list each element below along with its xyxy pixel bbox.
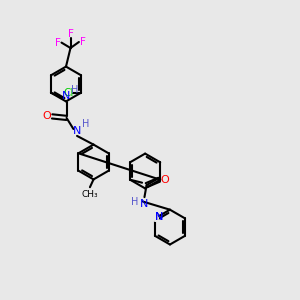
Text: F: F (55, 38, 61, 48)
Text: H: H (131, 196, 138, 207)
Text: F: F (80, 37, 86, 47)
Text: N: N (62, 91, 71, 101)
Text: N: N (73, 125, 81, 136)
Text: H: H (71, 85, 79, 95)
Text: H: H (82, 119, 89, 130)
Text: N: N (155, 212, 164, 222)
Text: N: N (155, 212, 164, 222)
Text: O: O (160, 175, 169, 185)
Text: O: O (43, 111, 51, 122)
Text: F: F (68, 29, 74, 40)
Text: N: N (140, 199, 148, 209)
Text: CH₃: CH₃ (82, 190, 98, 199)
Text: Cl: Cl (63, 88, 74, 98)
